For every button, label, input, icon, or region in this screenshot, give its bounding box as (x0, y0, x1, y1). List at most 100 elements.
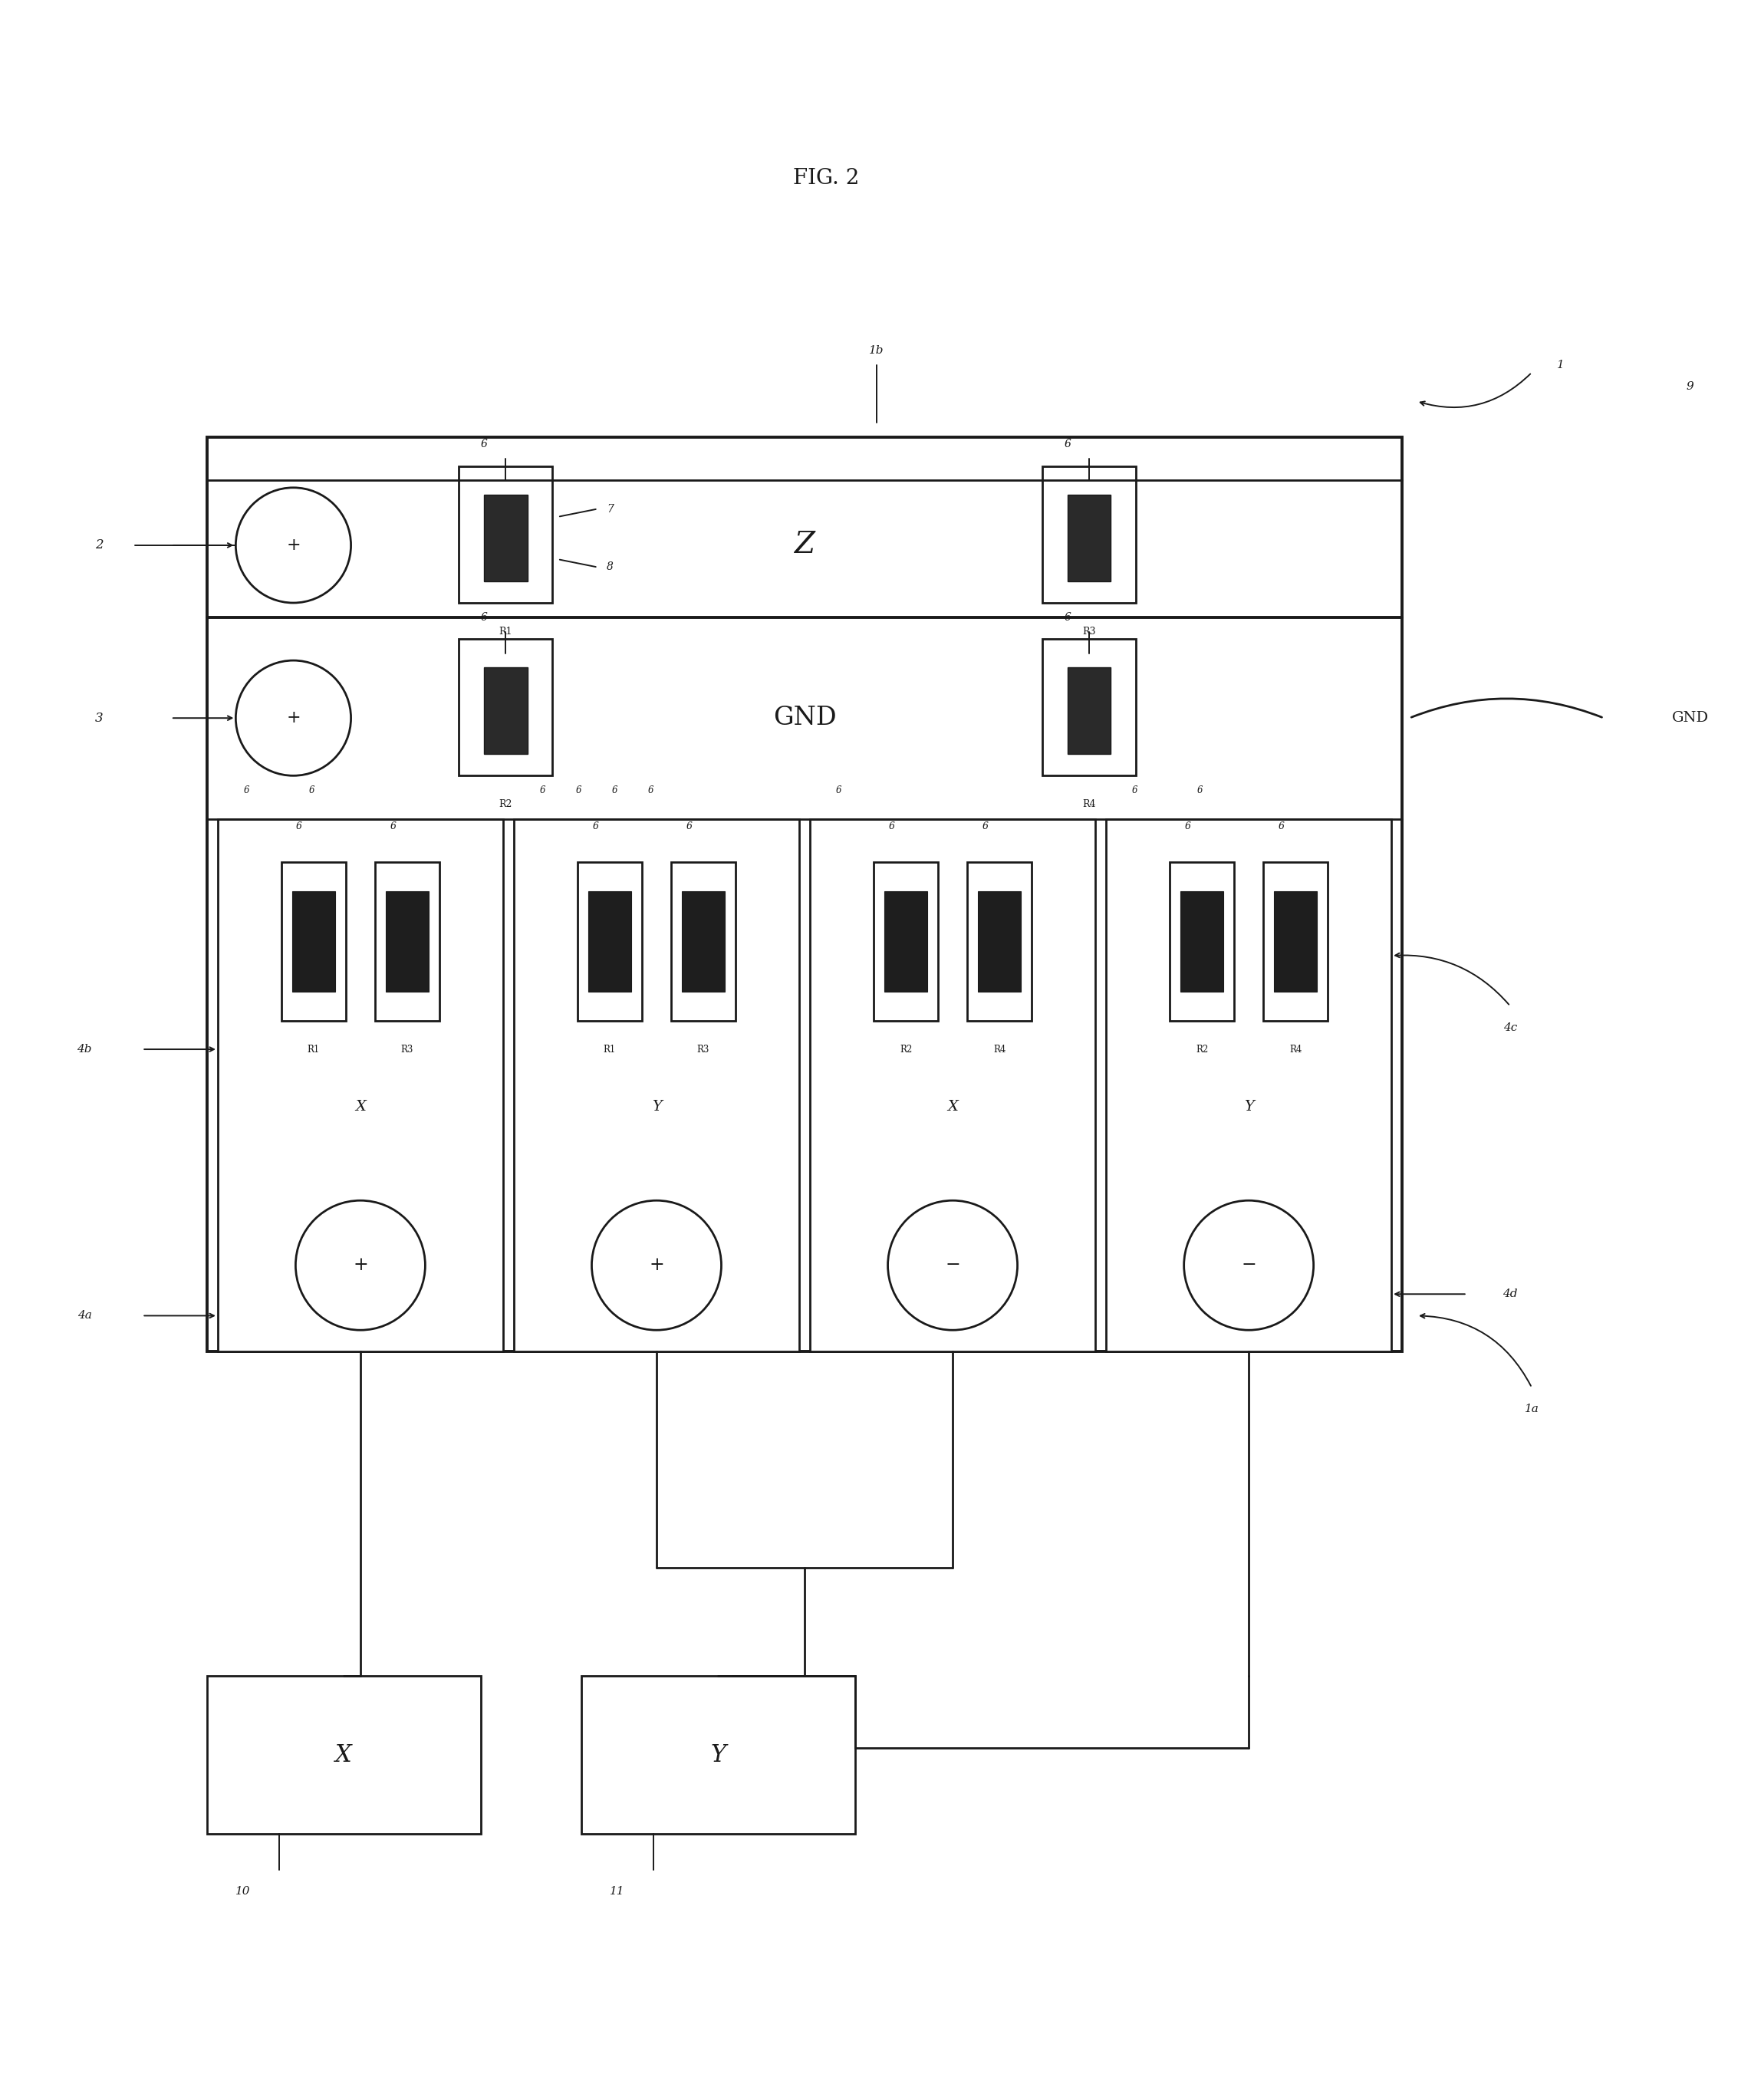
Circle shape (592, 1201, 721, 1329)
Text: GND: GND (1672, 712, 1709, 724)
Text: 6: 6 (982, 821, 988, 832)
Circle shape (296, 1201, 425, 1329)
Text: X: X (336, 1743, 352, 1766)
Text: R1: R1 (308, 1044, 320, 1054)
Circle shape (1184, 1201, 1313, 1329)
Text: 6: 6 (539, 785, 546, 796)
Text: GND: GND (772, 706, 837, 731)
Bar (207, 1676, 480, 1833)
Text: 6: 6 (243, 785, 249, 796)
Bar (1170, 863, 1234, 1021)
Bar (207, 437, 1403, 1352)
Text: R1: R1 (499, 626, 513, 636)
Bar (1042, 638, 1136, 775)
Bar (884, 890, 928, 991)
Text: 2: 2 (95, 540, 103, 552)
Bar (485, 496, 527, 582)
Text: R4: R4 (1082, 800, 1096, 809)
Bar (1655, 452, 1751, 638)
Circle shape (236, 487, 350, 603)
Bar (513, 819, 798, 1352)
Text: 1a: 1a (1525, 1405, 1539, 1415)
Text: 6: 6 (1184, 821, 1191, 832)
Bar (967, 863, 1031, 1021)
Text: 8: 8 (608, 561, 613, 571)
Text: 6: 6 (835, 785, 842, 796)
Text: −: − (1241, 1256, 1255, 1275)
Text: 1b: 1b (868, 347, 884, 357)
Text: Y: Y (651, 1100, 662, 1113)
Text: 4d: 4d (1502, 1289, 1518, 1300)
Text: 6: 6 (1198, 785, 1203, 796)
Text: 10: 10 (235, 1886, 250, 1896)
Bar (282, 863, 347, 1021)
Text: R3: R3 (697, 1044, 709, 1054)
Bar (1262, 863, 1327, 1021)
Circle shape (236, 662, 350, 775)
Text: 6: 6 (611, 785, 618, 796)
Bar (292, 890, 334, 991)
Bar (1107, 819, 1392, 1352)
Bar (375, 863, 440, 1021)
Bar (1068, 668, 1110, 754)
Bar (1180, 890, 1224, 991)
Bar (217, 819, 503, 1352)
Text: R4: R4 (1289, 1044, 1301, 1054)
Text: X: X (355, 1100, 366, 1113)
Bar (581, 1676, 854, 1833)
Text: 7: 7 (608, 504, 613, 515)
Text: 6: 6 (296, 821, 303, 832)
Bar (459, 466, 553, 603)
Bar (671, 863, 735, 1021)
Text: R1: R1 (604, 1044, 616, 1054)
Text: 4a: 4a (77, 1310, 91, 1321)
Text: 6: 6 (686, 821, 692, 832)
Text: +: + (352, 1256, 368, 1275)
Bar (588, 890, 632, 991)
Text: 4b: 4b (77, 1044, 93, 1054)
Text: Y: Y (1243, 1100, 1254, 1113)
Bar (578, 863, 643, 1021)
Text: FIG. 2: FIG. 2 (793, 168, 860, 189)
Text: 6: 6 (1131, 785, 1138, 796)
Text: +: + (285, 710, 301, 727)
Text: 6: 6 (648, 785, 653, 796)
Text: +: + (285, 538, 301, 554)
Text: Y: Y (711, 1743, 727, 1766)
Text: 9: 9 (1686, 382, 1693, 393)
Text: +: + (650, 1256, 664, 1275)
Text: R4: R4 (993, 1044, 1005, 1054)
Text: 6: 6 (1065, 439, 1072, 449)
Text: R3: R3 (401, 1044, 413, 1054)
Bar (1042, 466, 1136, 603)
Text: 3: 3 (95, 712, 103, 724)
Text: 6: 6 (308, 785, 313, 796)
Text: X: X (947, 1100, 958, 1113)
Bar (874, 863, 939, 1021)
Text: −: − (946, 1256, 960, 1275)
Text: 6: 6 (482, 439, 487, 449)
Text: 6: 6 (1278, 821, 1283, 832)
Text: 11: 11 (609, 1886, 625, 1896)
Bar (681, 890, 725, 991)
Bar (811, 819, 1096, 1352)
Text: 4c: 4c (1502, 1023, 1516, 1033)
Bar (977, 890, 1021, 991)
Bar (485, 668, 527, 754)
Text: R2: R2 (900, 1044, 912, 1054)
Text: 6: 6 (888, 821, 895, 832)
Text: 6: 6 (390, 821, 396, 832)
Text: 6: 6 (482, 611, 487, 622)
Circle shape (888, 1201, 1017, 1329)
Text: Z: Z (795, 531, 814, 559)
Text: 6: 6 (1065, 611, 1072, 622)
Text: R2: R2 (1196, 1044, 1208, 1054)
Text: R3: R3 (1082, 626, 1096, 636)
Text: 6: 6 (592, 821, 599, 832)
Text: R2: R2 (499, 800, 513, 809)
Bar (1275, 890, 1317, 991)
Text: 1: 1 (1557, 359, 1564, 370)
Bar (385, 890, 429, 991)
Text: 6: 6 (576, 785, 581, 796)
Bar (1068, 496, 1110, 582)
